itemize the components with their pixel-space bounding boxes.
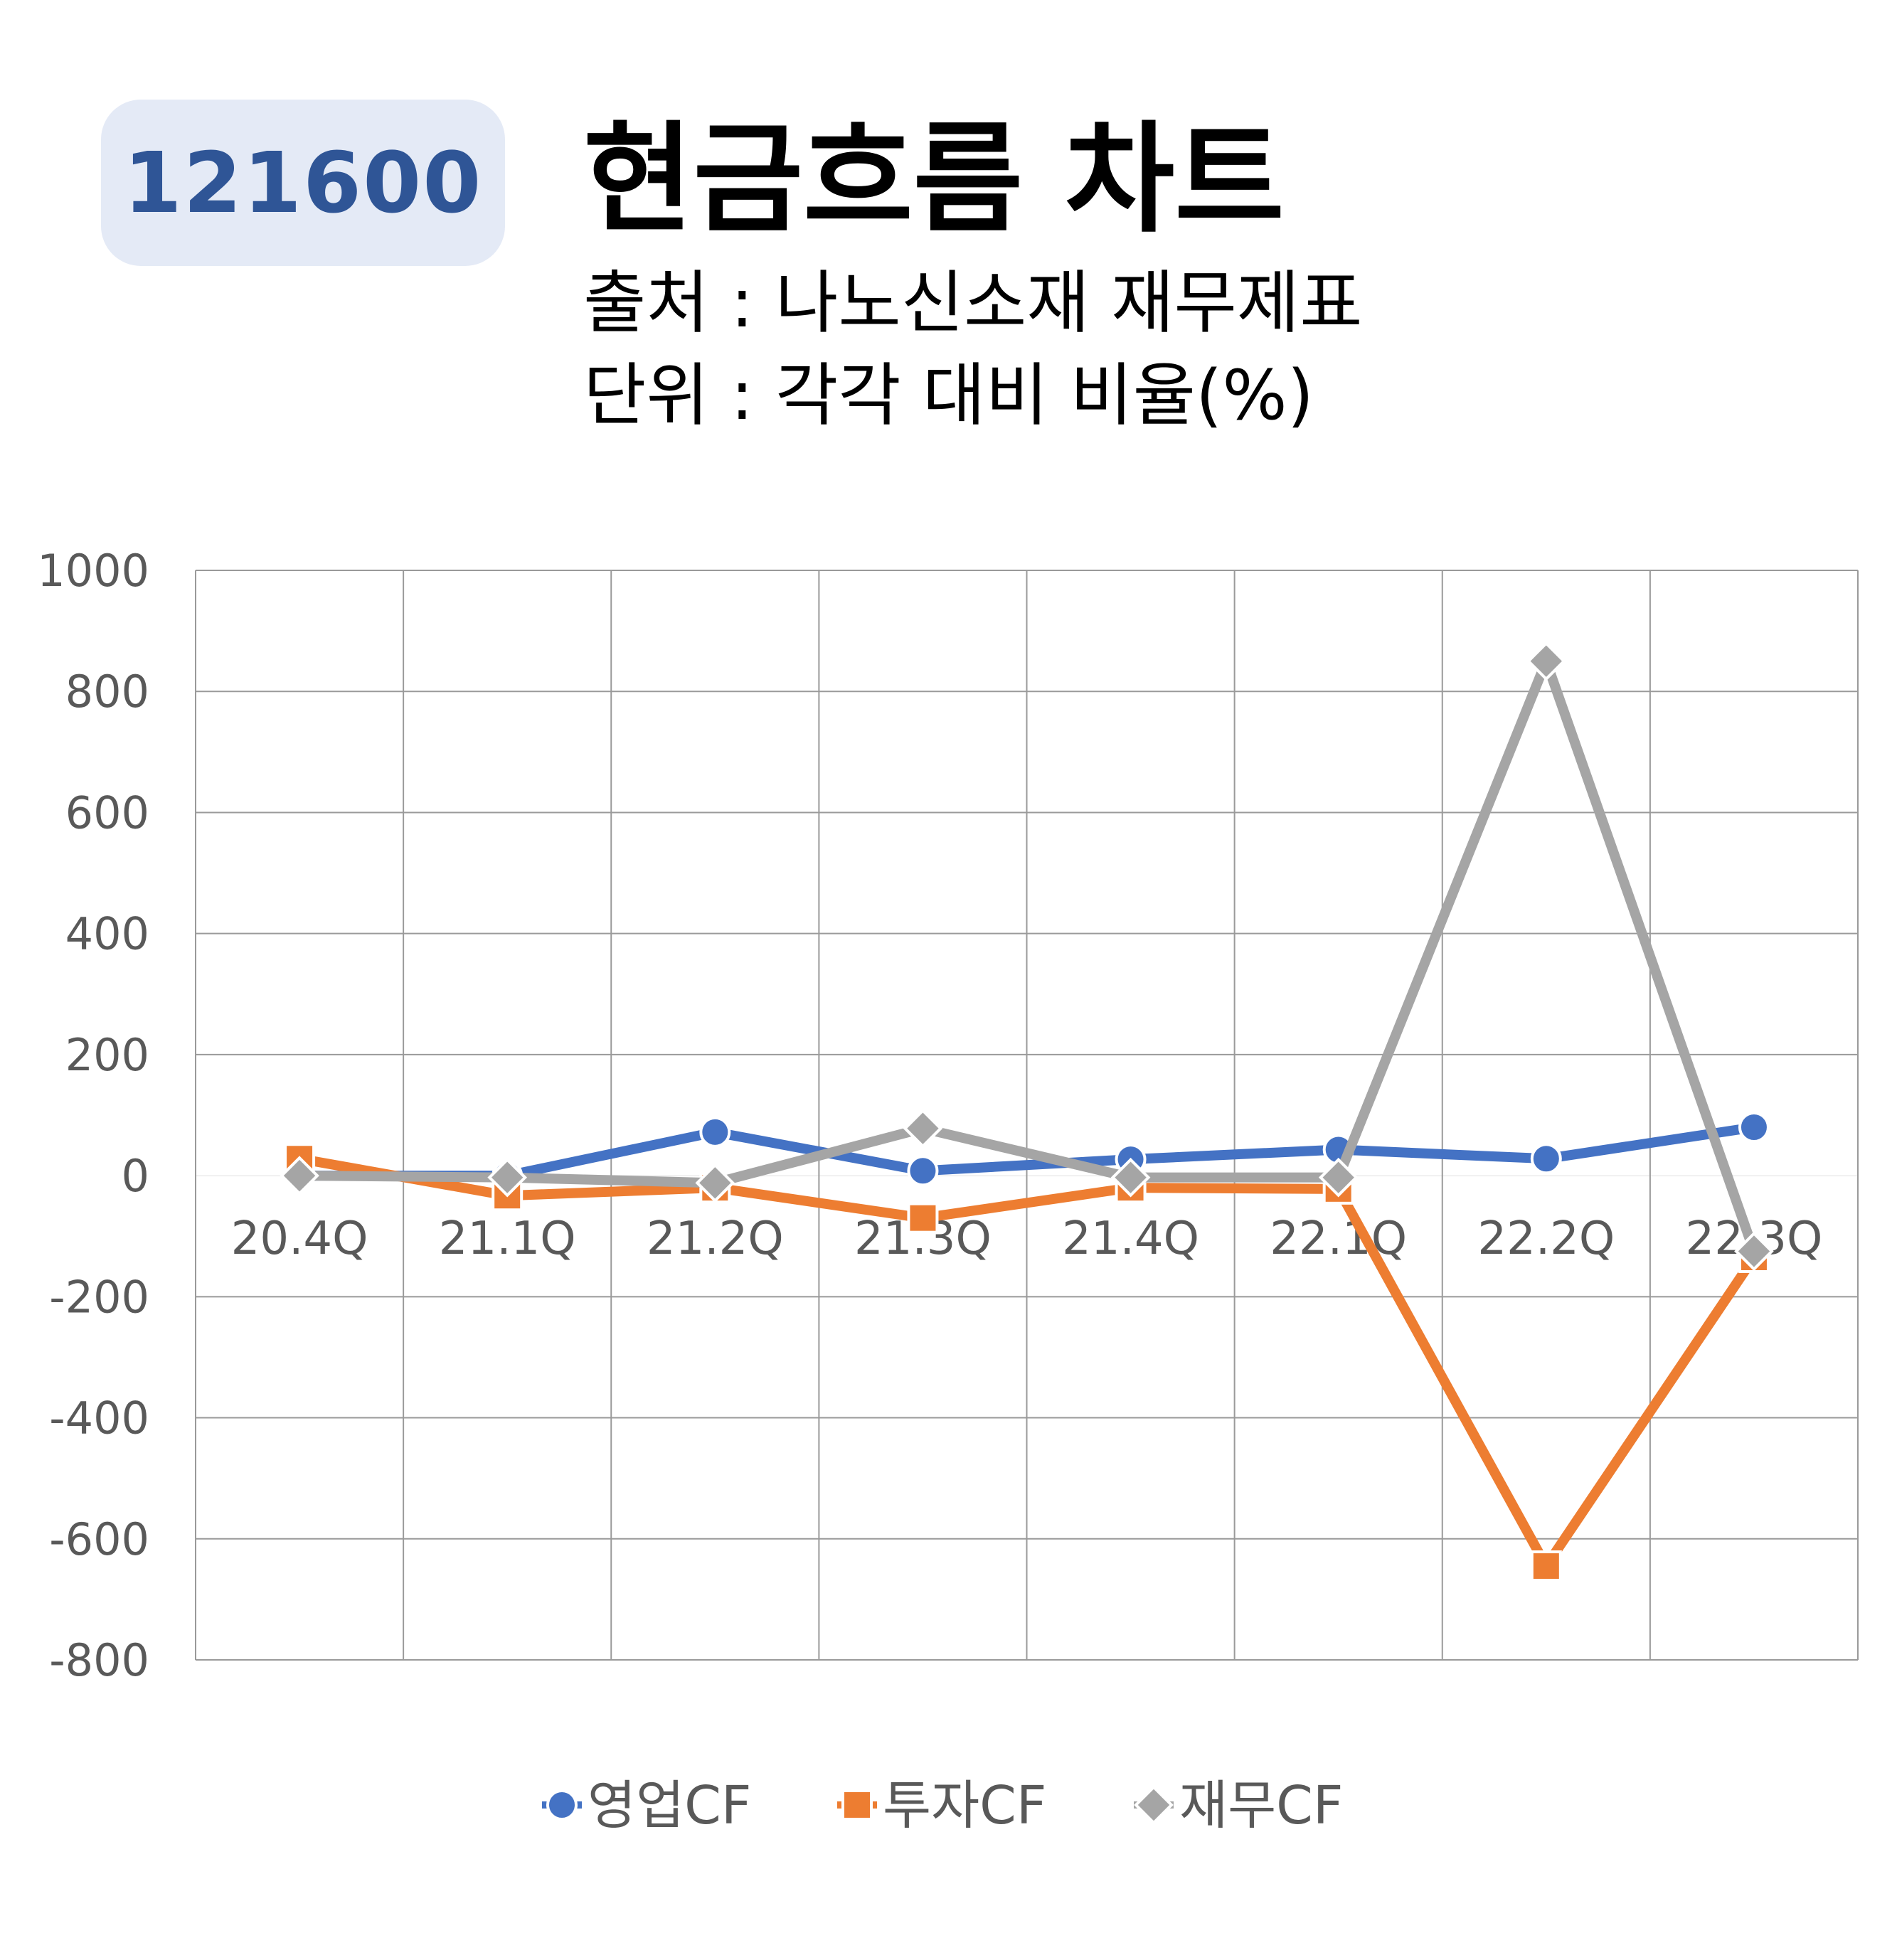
- x-category-label: 21.2Q: [647, 1213, 784, 1265]
- marker-point: [841, 1789, 873, 1821]
- y-tick-label: 400: [65, 908, 149, 960]
- marker-point: [1738, 1112, 1770, 1144]
- legend-label: 재무CF: [1179, 1775, 1343, 1836]
- marker-point: [907, 1155, 939, 1187]
- legend-label: 투자CF: [883, 1775, 1046, 1836]
- x-category-label: 21.1Q: [439, 1213, 576, 1265]
- series-lines: [280, 641, 1774, 1582]
- legend: 영업CF 투자CF 재무CF: [542, 1775, 1343, 1836]
- marker-point: [695, 1163, 735, 1203]
- stock-code-badge: 121600: [101, 100, 505, 266]
- marker-point: [1530, 1550, 1562, 1582]
- series-line: [294, 1154, 1759, 1572]
- y-tick-label: 1000: [37, 545, 149, 597]
- chart-title: 현금흐름 차트: [583, 110, 1285, 249]
- marker-point: [699, 1116, 731, 1148]
- y-tick-label: 800: [65, 666, 149, 718]
- marker-point: [546, 1789, 578, 1821]
- grid: [195, 570, 1859, 1661]
- y-tick-label: 600: [65, 787, 149, 838]
- marker-point: [1318, 1157, 1359, 1198]
- y-tick-label: -800: [49, 1634, 149, 1686]
- marker-point: [907, 1202, 939, 1234]
- series-2: [280, 641, 1774, 1272]
- marker-point: [1110, 1157, 1151, 1198]
- x-category-label: 20.4Q: [231, 1213, 368, 1265]
- marker-point: [1734, 1231, 1774, 1272]
- y-tick-label: 200: [65, 1029, 149, 1081]
- legend-item: 재무CF: [1134, 1775, 1343, 1836]
- series-line: [294, 656, 1759, 1257]
- marker-point: [903, 1108, 943, 1149]
- marker-point: [1134, 1785, 1174, 1825]
- source-subtitle: 출처 : 나노신소재 재무제표: [583, 263, 1363, 343]
- y-tick-label: 0: [122, 1150, 149, 1202]
- legend-label: 영업CF: [588, 1775, 751, 1836]
- marker-point: [487, 1157, 528, 1198]
- x-category-label: 22.2Q: [1477, 1213, 1615, 1265]
- stock-code: 121600: [123, 134, 483, 232]
- x-category-label: 21.4Q: [1062, 1213, 1199, 1265]
- marker-point: [1530, 1143, 1562, 1175]
- legend-item: 영업CF: [542, 1775, 751, 1836]
- y-tick-label: -600: [49, 1513, 149, 1565]
- y-tick-label: -400: [49, 1392, 149, 1444]
- unit-subtitle: 단위 : 각각 대비 비율(%): [583, 356, 1314, 435]
- x-category-label: 22.1Q: [1270, 1213, 1407, 1265]
- marker-point: [1526, 641, 1566, 681]
- y-tick-label: -200: [49, 1271, 149, 1323]
- y-axis-ticks: 1000 800 600 400 200 0 -200 -400 -600 -800: [37, 545, 149, 1686]
- series-line: [294, 1122, 1759, 1181]
- legend-item: 투자CF: [837, 1775, 1046, 1836]
- marker-point: [280, 1156, 319, 1195]
